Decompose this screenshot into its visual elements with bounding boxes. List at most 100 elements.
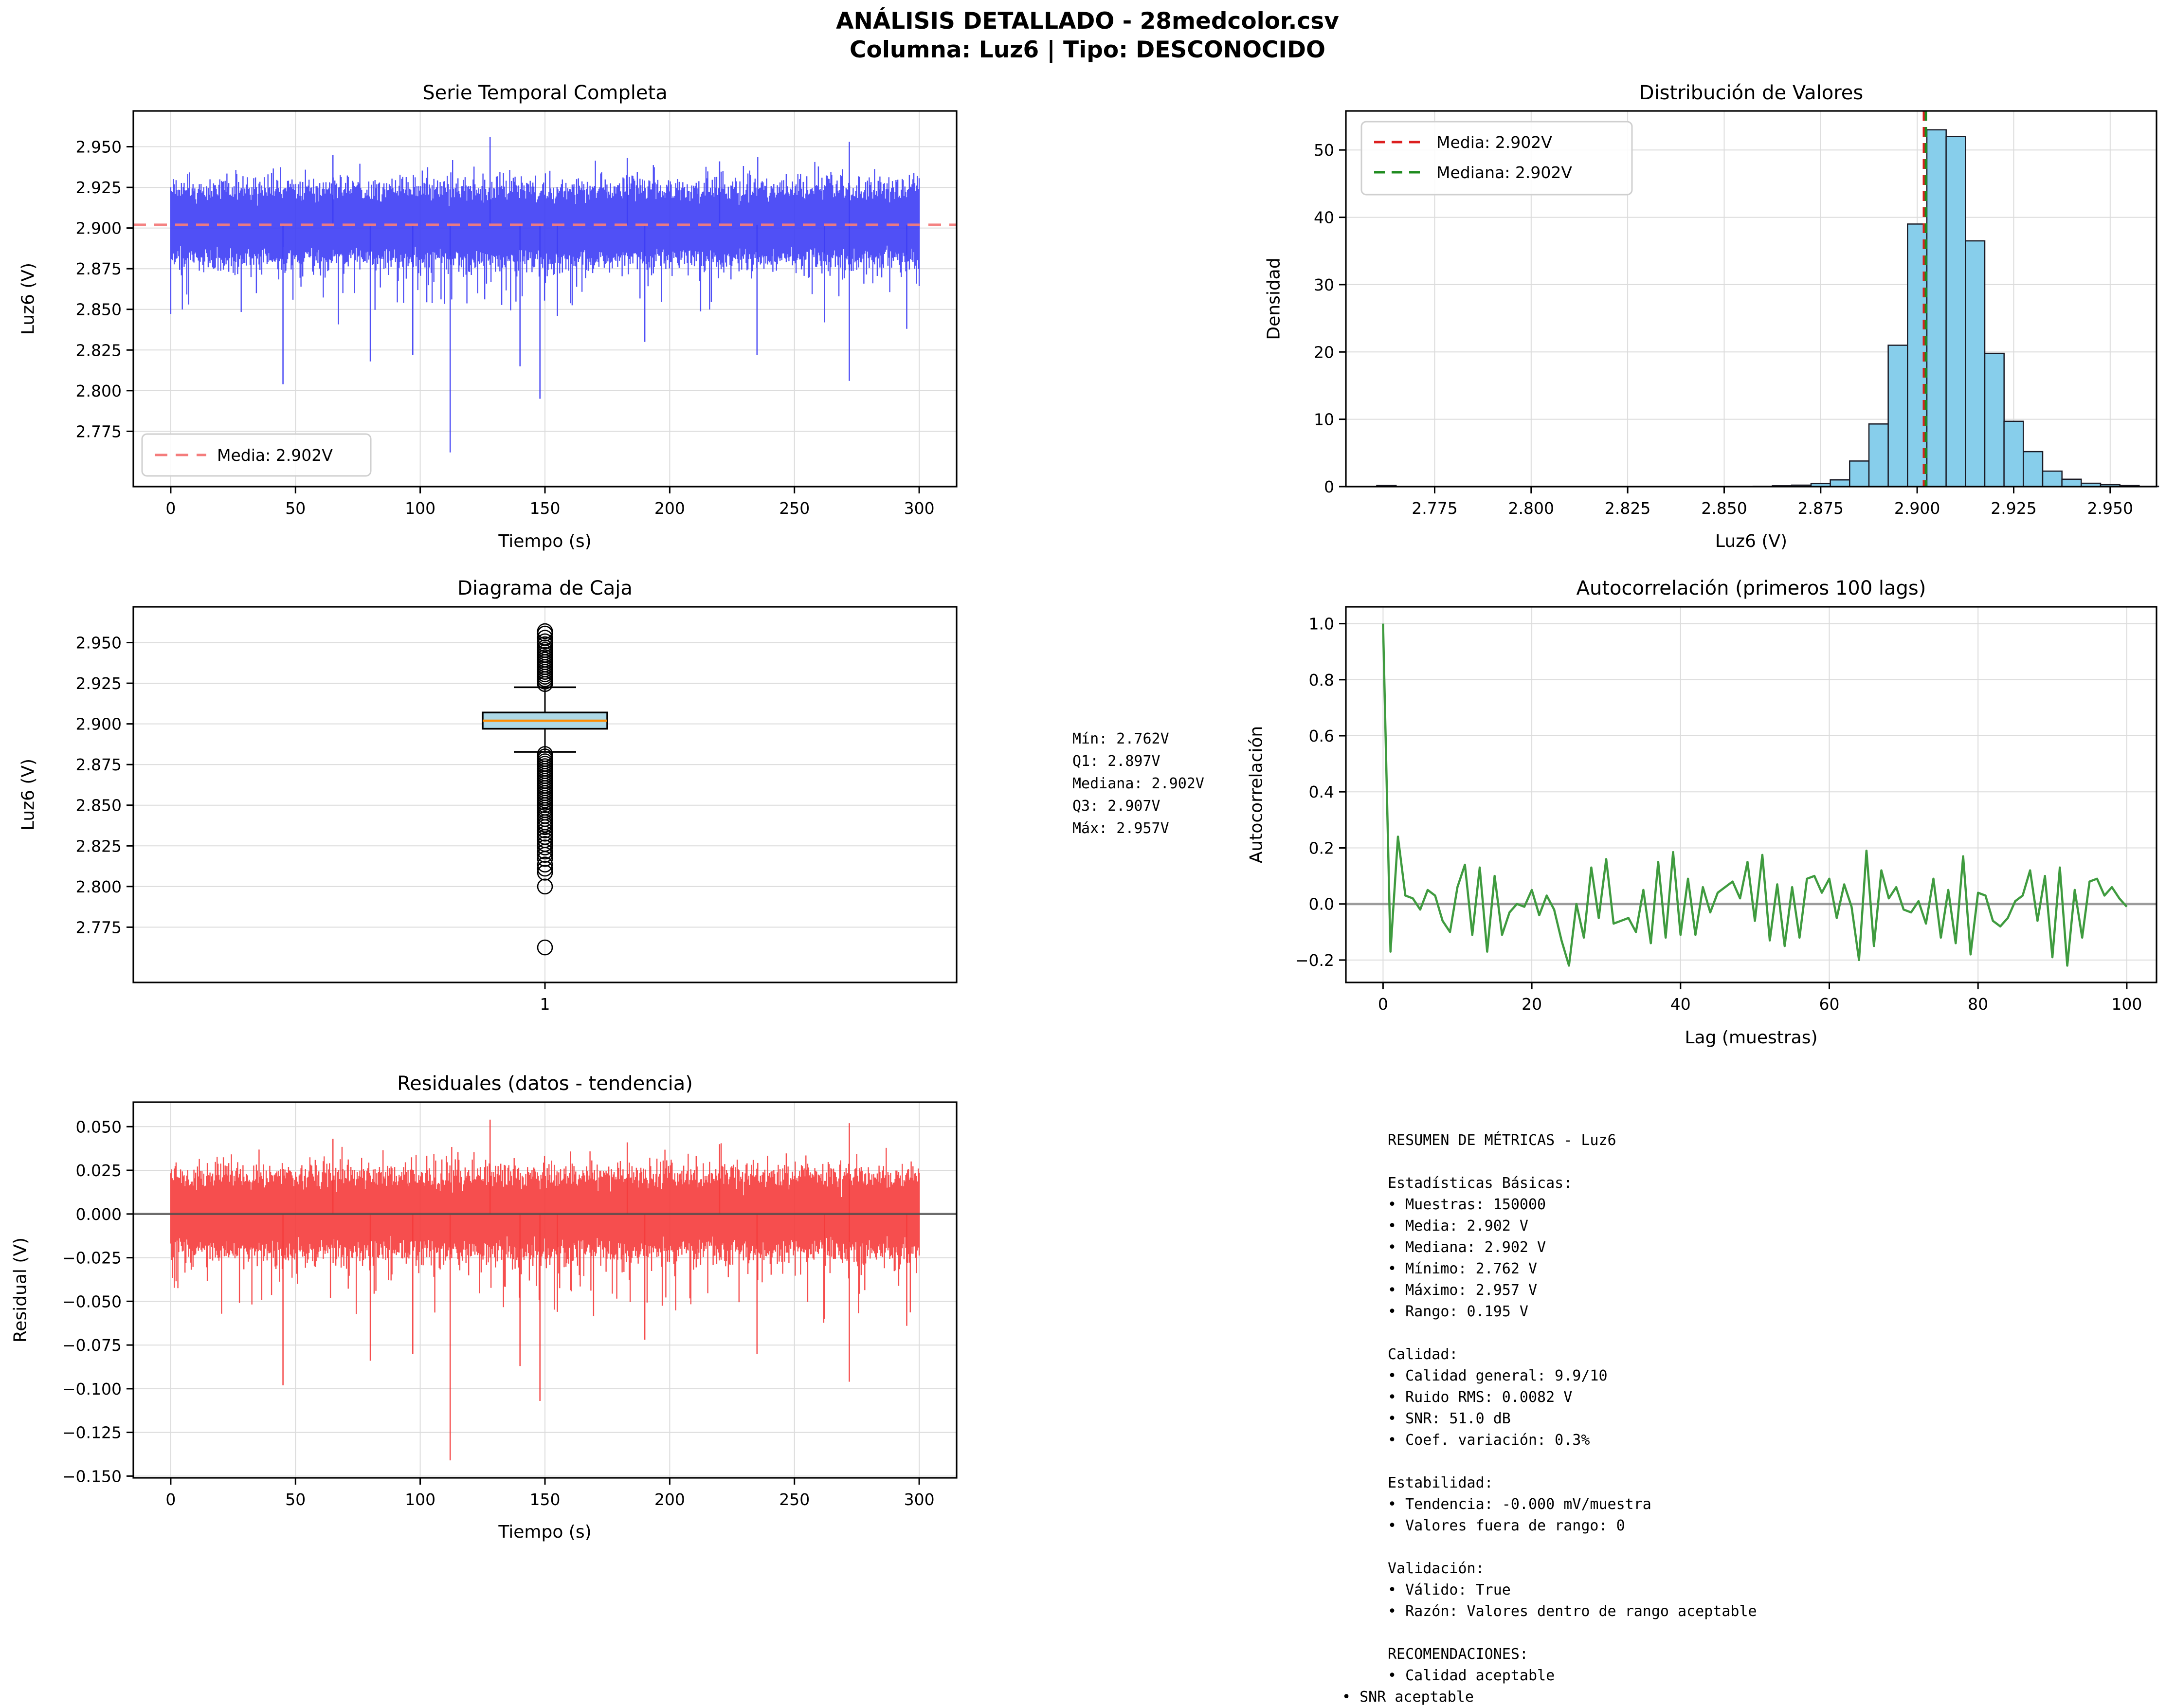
chart-residuales: 0 50 100 150 200 250 300 0.050 0.025 0.000 −0.025 −…: [0, 1061, 1041, 1577]
metrics-line: • Máximo: 2.957 V: [1388, 1282, 1538, 1299]
boxplot-stats-text: Mín: 2.762V Q1: 2.897V Mediana: 2.902V Q…: [1072, 730, 1204, 837]
svg-text:2.800: 2.800: [76, 382, 122, 400]
acf-line: [1382, 623, 2128, 967]
svg-text:100: 100: [2111, 995, 2142, 1014]
svg-text:−0.150: −0.150: [62, 1467, 122, 1486]
svg-text:200: 200: [654, 1490, 685, 1509]
svg-text:2.800: 2.800: [1508, 499, 1554, 518]
serie-title: Serie Temporal Completa: [422, 82, 668, 104]
svg-text:0.8: 0.8: [1309, 671, 1334, 690]
svg-text:0.4: 0.4: [1309, 782, 1334, 801]
svg-text:2.825: 2.825: [76, 836, 122, 855]
svg-text:2.875: 2.875: [1798, 499, 1844, 518]
svg-text:1.0: 1.0: [1309, 615, 1334, 634]
metrics-line: • Calidad general: 9.9/10: [1388, 1367, 1608, 1384]
metrics-line: • Coef. variación: 0.3%: [1388, 1432, 1590, 1449]
svg-text:40: 40: [1670, 995, 1691, 1014]
chart-diagrama-caja: 1 2.775 2.800 2.825 2.850 2.875 2.900 2.925 2.95…: [0, 564, 1041, 1036]
svg-text:0.025: 0.025: [76, 1161, 122, 1180]
svg-text:100: 100: [405, 499, 435, 518]
svg-text:80: 80: [1968, 995, 1988, 1014]
axes-frame: 0 20 40 60 80 100 −0.2 0.0 0.2 0.4 0.6 0.8 1.0: [1295, 606, 2157, 1014]
boxplot: [482, 686, 608, 753]
svg-text:50: 50: [285, 499, 306, 518]
metrics-line: • Rango: 0.195 V: [1388, 1303, 1528, 1320]
svg-text:2.850: 2.850: [76, 796, 122, 815]
svg-text:100: 100: [405, 1490, 435, 1509]
metrics-summary-text: RESUMEN DE MÉTRICAS - Luz6 Estadísticas B…: [1342, 1130, 1757, 1708]
metrics-line: • SNR aceptable: [1342, 1689, 1474, 1706]
svg-text:Mediana: 2.902V: Mediana: 2.902V: [1436, 163, 1572, 182]
svg-text:60: 60: [1819, 995, 1839, 1014]
svg-text:2.800: 2.800: [76, 877, 122, 896]
svg-text:0.000: 0.000: [76, 1205, 122, 1224]
svg-text:0.050: 0.050: [76, 1117, 122, 1136]
svg-text:250: 250: [779, 499, 810, 518]
metrics-line: [1388, 1451, 1757, 1472]
spikes: [282, 137, 907, 453]
svg-text:1: 1: [540, 995, 550, 1014]
axes-frame: 1 2.775 2.800 2.825 2.850 2.875 2.900 2.925 2.95…: [76, 606, 958, 1014]
metrics-line: • Valores fuera de rango: 0: [1388, 1517, 1625, 1534]
metrics-line: Validación:: [1388, 1560, 1485, 1577]
gridlines: [1346, 607, 2157, 982]
axes-frame: 0 50 100 150 200 250 300 2.775 2.800 2.825 2.850 2.…: [76, 110, 958, 518]
svg-text:Media: 2.902V: Media: 2.902V: [1436, 133, 1552, 152]
metrics-line: [1388, 1151, 1757, 1173]
svg-text:2.950: 2.950: [2087, 499, 2133, 518]
svg-text:300: 300: [904, 1490, 935, 1509]
axes-frame: 0 50 100 150 200 250 300 0.050 0.025 0.000 −0.025 −…: [62, 1101, 958, 1509]
hist-xlabel: Luz6 (V): [1715, 531, 1788, 551]
svg-text:0: 0: [1378, 995, 1388, 1014]
legend-box: [141, 433, 372, 477]
svg-text:2.875: 2.875: [76, 259, 122, 278]
acf-xlabel: Lag (muestras): [1685, 1028, 1818, 1048]
metrics-line: • Mediana: 2.902 V: [1388, 1239, 1546, 1256]
svg-text:0.6: 0.6: [1309, 727, 1334, 745]
legend: Media: 2.902V: [141, 433, 372, 477]
metrics-line: • Calidad aceptable: [1388, 1667, 1555, 1684]
figure-title-line1: ANÁLISIS DETALLADO - 28medcolor.csv: [836, 8, 1339, 35]
svg-text:2.950: 2.950: [76, 138, 122, 157]
svg-text:2.950: 2.950: [76, 634, 122, 653]
svg-text:150: 150: [530, 1490, 561, 1509]
svg-text:2.900: 2.900: [1894, 499, 1940, 518]
svg-text:−0.075: −0.075: [62, 1336, 122, 1355]
metrics-line: [1388, 1537, 1757, 1558]
svg-text:0: 0: [1324, 477, 1334, 496]
noise-band: [170, 157, 920, 325]
svg-text:30: 30: [1314, 275, 1334, 294]
chart-distribucion: 2.775 2.800 2.825 2.850 2.875 2.900 2.925 2.950…: [1207, 68, 2175, 608]
svg-text:2.775: 2.775: [76, 422, 122, 441]
svg-text:50: 50: [1314, 141, 1334, 160]
svg-text:10: 10: [1314, 410, 1334, 429]
metrics-line: • Válido: True: [1388, 1581, 1511, 1599]
svg-text:250: 250: [779, 1490, 810, 1509]
svg-text:150: 150: [530, 499, 561, 518]
resid-title: Residuales (datos - tendencia): [397, 1072, 693, 1095]
svg-text:−0.100: −0.100: [62, 1380, 122, 1399]
svg-text:0.2: 0.2: [1309, 838, 1334, 857]
svg-text:2.850: 2.850: [1701, 499, 1747, 518]
svg-text:2.925: 2.925: [1991, 499, 2036, 518]
svg-text:2.825: 2.825: [76, 341, 122, 360]
metrics-line: [1388, 1323, 1757, 1344]
svg-text:−0.125: −0.125: [62, 1423, 122, 1442]
metrics-line: • Ruido RMS: 0.0082 V: [1388, 1389, 1573, 1406]
svg-text:0: 0: [165, 499, 176, 518]
svg-text:0: 0: [165, 1490, 176, 1509]
acf-title: Autocorrelación (primeros 100 lags): [1576, 577, 1926, 600]
box-title: Diagrama de Caja: [457, 577, 633, 600]
metrics-line: [1388, 1622, 1757, 1644]
legend-box: [1360, 121, 1633, 196]
resid-xlabel: Tiempo (s): [498, 1522, 592, 1542]
spikes: [282, 1119, 907, 1461]
svg-text:300: 300: [904, 499, 935, 518]
svg-text:20: 20: [1314, 343, 1334, 362]
metrics-line: • Media: 2.902 V: [1388, 1217, 1528, 1235]
metrics-line: • SNR: 51.0 dB: [1388, 1410, 1511, 1427]
metrics-line: • Razón: Valores dentro de rango aceptab…: [1388, 1603, 1757, 1620]
metrics-line: Estabilidad:: [1388, 1474, 1493, 1491]
outliers: [537, 623, 553, 956]
metrics-line: • Mínimo: 2.762 V: [1388, 1260, 1538, 1277]
